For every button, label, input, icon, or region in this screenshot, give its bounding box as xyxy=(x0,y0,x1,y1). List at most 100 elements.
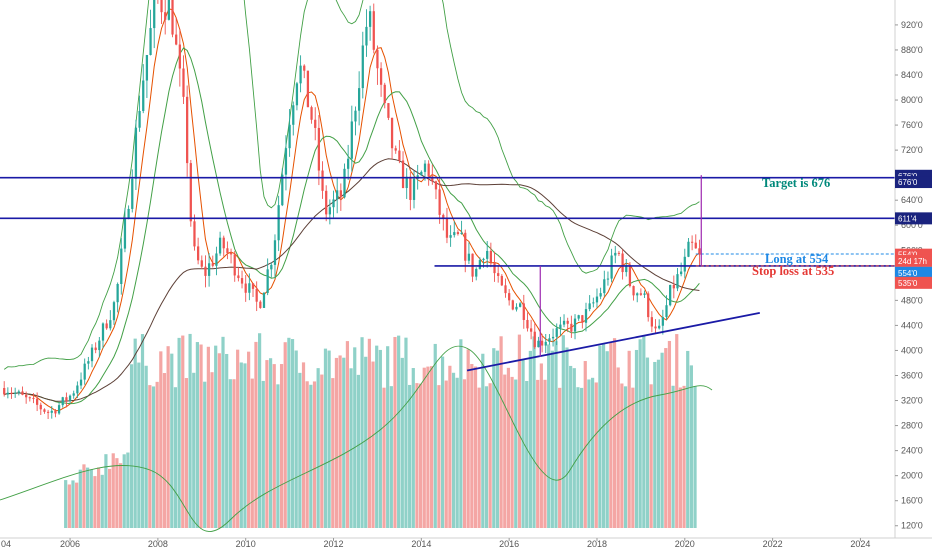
candle-body xyxy=(661,317,664,326)
ma-medium-line xyxy=(4,47,700,405)
candle-body xyxy=(90,347,94,362)
volume-bar xyxy=(188,333,192,528)
candle-body xyxy=(690,241,694,243)
drawings xyxy=(0,175,895,372)
candle-body xyxy=(98,340,101,351)
candle-body xyxy=(511,300,514,310)
volume-bar xyxy=(353,347,357,528)
candle-body xyxy=(420,171,423,176)
candle-body xyxy=(193,221,196,247)
volume-bar xyxy=(250,378,254,528)
candle-body xyxy=(508,293,511,301)
volume-bar xyxy=(118,463,123,528)
volume-bar xyxy=(378,349,382,528)
candle-body xyxy=(321,170,324,191)
price-tick-label: 800'0 xyxy=(901,95,923,105)
volume-bar xyxy=(184,378,189,528)
candle-body xyxy=(222,237,225,249)
candle-body xyxy=(636,293,639,296)
candle-body xyxy=(372,11,375,50)
volume-bar xyxy=(470,363,474,528)
candle-body xyxy=(548,338,551,342)
price-tick-label: 600'0 xyxy=(901,220,923,230)
volume-bar xyxy=(583,361,587,528)
volume-bar xyxy=(525,381,529,528)
time-axis[interactable]: 04 2006 2008 2010 2012 2014 2016 2018 2020 2022 20… xyxy=(0,537,932,549)
time-tick-label: 2008 xyxy=(148,539,168,549)
candle-body xyxy=(654,326,657,329)
volume-bar xyxy=(550,350,554,528)
candle-body xyxy=(28,397,31,399)
volume-bar xyxy=(140,334,145,528)
candle-body xyxy=(453,232,456,236)
time-tick-label: 2022 xyxy=(763,539,783,549)
candle-body xyxy=(32,397,35,399)
volume-bar xyxy=(177,337,181,528)
volume-bar xyxy=(115,458,119,528)
volume-bar xyxy=(93,476,97,528)
volume-bar xyxy=(89,469,93,528)
volume-bar xyxy=(451,372,456,528)
price-tag xyxy=(895,212,932,225)
candle-body xyxy=(339,190,342,198)
price-tick-label: 640'0 xyxy=(901,195,923,205)
volume-bar xyxy=(437,385,441,528)
candle-body xyxy=(109,320,112,329)
candle-body xyxy=(295,83,299,106)
volume-bar xyxy=(389,386,393,528)
candle-body xyxy=(6,392,9,395)
volume-bar xyxy=(517,334,522,528)
volume-bar xyxy=(159,351,163,528)
price-tick-label: 440'0 xyxy=(901,320,923,330)
candle-body xyxy=(215,253,218,266)
price-tag-label: 611'4 xyxy=(898,214,917,223)
candle-body xyxy=(529,328,533,332)
volume-bar xyxy=(440,356,445,528)
candle-body xyxy=(658,325,661,329)
volume-bar xyxy=(488,383,492,528)
volume-bar xyxy=(100,474,104,528)
candle-body xyxy=(456,232,460,235)
candle-body xyxy=(105,323,108,329)
price-tick-label: 400'0 xyxy=(901,345,923,355)
volume-bar xyxy=(481,353,485,528)
volume-bar xyxy=(225,353,229,528)
volume-bar xyxy=(433,343,437,528)
volume-bar xyxy=(338,355,342,528)
candle-body xyxy=(120,248,123,285)
candle-body xyxy=(401,160,405,189)
volume-bar xyxy=(309,384,313,528)
volume-bar xyxy=(539,363,543,528)
price-tag xyxy=(895,254,932,267)
volume-bar xyxy=(254,341,258,528)
volume-bar xyxy=(228,379,232,528)
volume-bar xyxy=(276,384,280,528)
candle-body xyxy=(665,305,668,318)
volume-bar xyxy=(422,367,426,528)
candle-body xyxy=(204,266,207,276)
target-annotation: Target is 676 xyxy=(762,176,830,190)
time-tick-label: 2024 xyxy=(850,539,870,549)
candle-body xyxy=(167,0,170,20)
candle-body xyxy=(332,199,335,208)
volume-bar xyxy=(682,385,686,528)
candle-body xyxy=(354,110,357,122)
candle-body xyxy=(599,293,602,297)
price-tick-label: 920'0 xyxy=(901,20,923,30)
price-tag xyxy=(895,276,932,289)
candle-body xyxy=(255,288,258,302)
volume-bar xyxy=(609,342,613,528)
candle-body xyxy=(182,68,185,97)
candle-body xyxy=(445,218,449,238)
volume-bar xyxy=(97,467,101,528)
candle-body xyxy=(647,293,650,318)
candle-body xyxy=(288,124,291,149)
volume-bar xyxy=(558,387,562,528)
volume-bar xyxy=(71,480,75,528)
volume-bar xyxy=(199,344,203,528)
volume-bar xyxy=(587,379,591,528)
candle-body xyxy=(460,232,463,235)
volume-bar xyxy=(462,379,467,528)
